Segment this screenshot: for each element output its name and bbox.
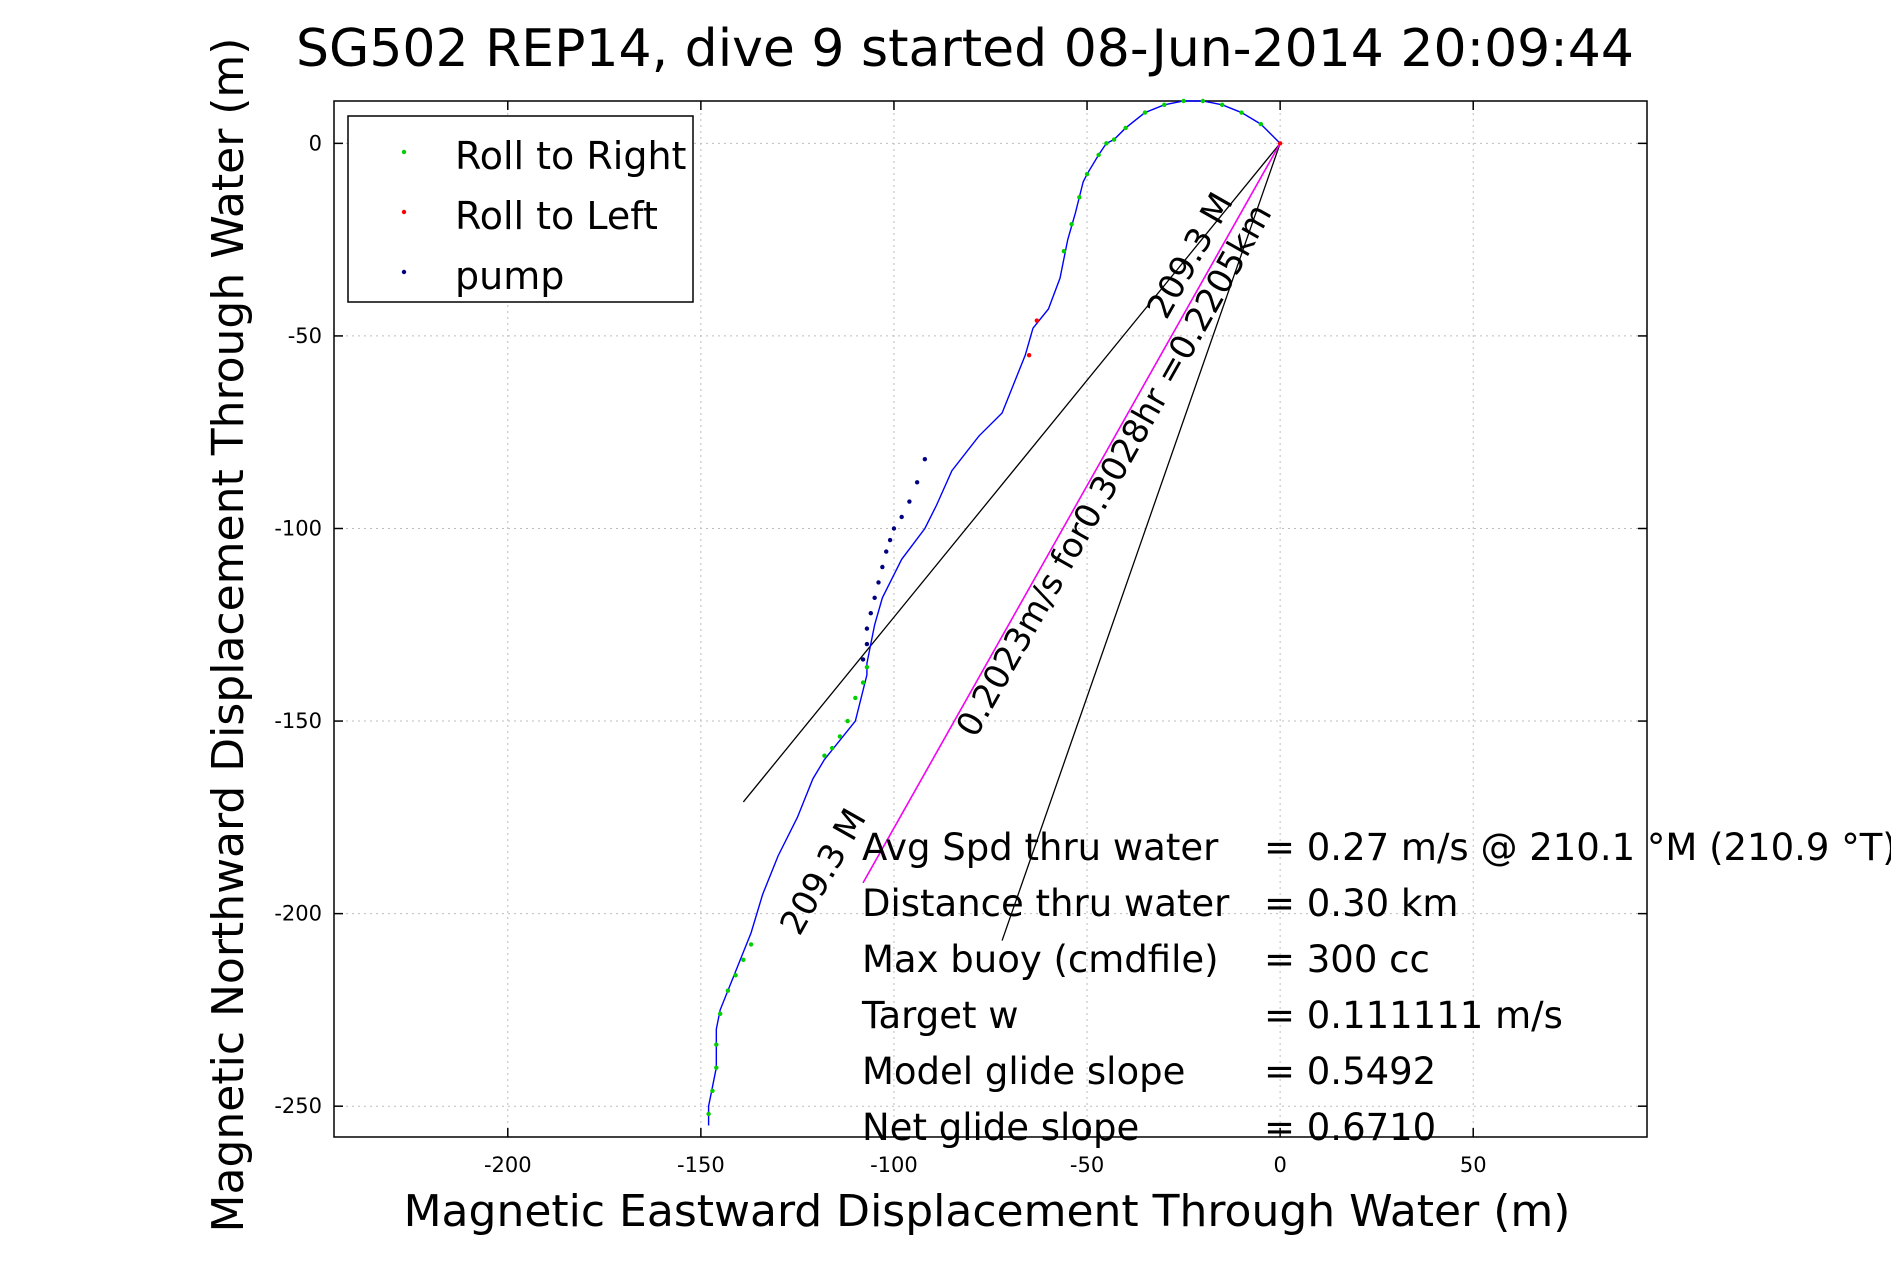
- roll-right-point: [1069, 222, 1074, 227]
- roll-right-point: [1220, 102, 1225, 108]
- legend-label: pump: [455, 254, 564, 298]
- stat-label: Target w: [861, 994, 1019, 1037]
- pump-point: [860, 657, 866, 662]
- roll-right-point: [706, 1111, 711, 1117]
- roll-right-point: [741, 957, 746, 963]
- y-tick-label: -150: [274, 709, 322, 733]
- roll-left-point: [1277, 141, 1283, 146]
- roll-right-point: [1123, 125, 1128, 131]
- stat-label: Max buoy (cmdfile): [862, 938, 1219, 981]
- roll-right-point: [864, 664, 870, 670]
- x-tick-label: -50: [1070, 1153, 1104, 1177]
- x-axis-label: Magnetic Eastward Displacement Through W…: [404, 1186, 1571, 1237]
- grid: [334, 101, 1647, 1137]
- pump-point: [914, 480, 920, 485]
- roll-left-point: [1026, 352, 1032, 358]
- track-line: [707, 100, 1281, 1126]
- track-markers: [706, 98, 1283, 1117]
- y-tick-label: 0: [309, 131, 322, 155]
- x-tick-label: -100: [870, 1153, 918, 1177]
- roll-right-point: [1258, 121, 1264, 127]
- glider-track: [707, 100, 1281, 1126]
- pump-point: [872, 595, 877, 601]
- roll-right-point: [1200, 98, 1206, 104]
- pump-point: [868, 611, 873, 616]
- roll-right-point: [1239, 110, 1244, 115]
- roll-right-point: [822, 753, 827, 758]
- x-tick-label: 50: [1460, 1153, 1487, 1177]
- chart-title: SG502 REP14, dive 9 started 08-Jun-2014 …: [296, 19, 1634, 79]
- y-axis-ticks: -250 -200 -150 -100 -50 0: [274, 131, 1647, 1118]
- y-tick-label: -200: [274, 902, 322, 926]
- y-tick-label: -50: [288, 324, 322, 348]
- stat-value: = 0.6710: [1264, 1106, 1436, 1149]
- roll-right-point: [733, 973, 738, 978]
- y-axis-label: Magnetic Northward Displacement Through …: [203, 38, 254, 1233]
- pump-point: [899, 514, 904, 520]
- roll-right-point: [853, 695, 858, 701]
- legend-marker: [401, 149, 407, 155]
- y-tick-label: -250: [274, 1094, 322, 1118]
- roll-right-point: [714, 1065, 719, 1070]
- pump-point: [876, 580, 881, 585]
- roll-right-point: [1111, 137, 1117, 142]
- legend-label: Roll to Left: [455, 194, 658, 238]
- x-tick-label: -200: [484, 1153, 532, 1177]
- roll-right-point: [1181, 98, 1186, 104]
- heading-annotation: 209.3 M: [772, 802, 874, 941]
- stats-block: Avg Spd thru water = 0.27 m/s @ 210.1 °M …: [861, 826, 1891, 1149]
- roll-left-point: [1034, 318, 1040, 323]
- x-axis-ticks: -200 -150 -100 -50 0 50: [484, 101, 1487, 1177]
- roll-right-point: [845, 718, 850, 724]
- roll-right-point: [725, 988, 731, 993]
- reference-line: [1001, 143, 1281, 941]
- stat-value: = 0.111111 m/s: [1264, 994, 1563, 1037]
- stat-value: = 0.5492: [1264, 1050, 1436, 1093]
- x-tick-label: -150: [677, 1153, 725, 1177]
- legend-label: Roll to Right: [455, 134, 686, 178]
- speed-annotation: 0.2023m/s for0.3028hr =0.2205km: [948, 197, 1280, 743]
- roll-right-point: [1104, 141, 1109, 146]
- pump-point: [887, 537, 893, 543]
- legend-box: [347, 115, 694, 303]
- heading-line-segment: [862, 142, 1281, 884]
- legend-marker: [401, 209, 407, 215]
- pump-point: [880, 564, 885, 570]
- roll-right-point: [860, 680, 866, 685]
- pump-point: [884, 549, 889, 554]
- legend: Roll to Right Roll to Left pump: [347, 115, 694, 303]
- pump-point: [864, 641, 870, 647]
- stat-label: Avg Spd thru water: [862, 826, 1219, 869]
- stat-label: Distance thru water: [862, 882, 1230, 925]
- pump-point: [891, 526, 897, 531]
- plot-area: [333, 100, 1648, 1138]
- roll-right-point: [829, 745, 835, 751]
- pump-point: [922, 456, 928, 462]
- stat-value: = 0.27 m/s @ 210.1 °M (210.9 °T): [1264, 826, 1891, 869]
- roll-right-point: [1096, 152, 1101, 158]
- reference-line: [742, 142, 1281, 803]
- stat-value: = 300 cc: [1264, 938, 1430, 981]
- roll-right-point: [710, 1088, 715, 1093]
- pump-point: [907, 499, 912, 504]
- x-tick-label: 0: [1273, 1153, 1286, 1177]
- y-tick-label: -100: [274, 516, 322, 540]
- pump-point: [864, 626, 870, 631]
- roll-right-point: [748, 942, 754, 947]
- roll-right-point: [837, 734, 843, 739]
- roll-right-point: [1061, 249, 1067, 254]
- roll-right-point: [1162, 102, 1167, 108]
- stat-label: Model glide slope: [862, 1050, 1185, 1093]
- roll-right-point: [717, 1011, 723, 1016]
- stat-label: Net glide slope: [862, 1106, 1139, 1149]
- stat-value: = 0.30 km: [1264, 882, 1458, 925]
- roll-right-point: [1142, 110, 1148, 115]
- heading-line: [862, 142, 1281, 884]
- roll-right-point: [1084, 171, 1090, 177]
- roll-right-point: [1077, 195, 1082, 200]
- legend-marker: [401, 269, 407, 275]
- roll-right-point: [714, 1042, 719, 1047]
